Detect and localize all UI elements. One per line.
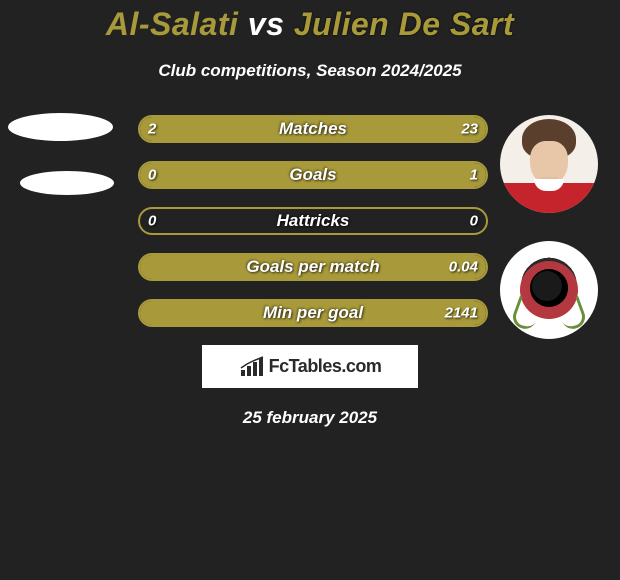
stat-bars: Matches 2 23 Goals 0 1 Hattricks 0 0 Goals per ma…	[138, 115, 488, 327]
left-player-placeholder	[8, 115, 114, 195]
stat-bar: Hattricks 0 0	[138, 207, 488, 235]
bar-value-left: 0	[148, 167, 156, 184]
bar-label: Min per goal	[263, 303, 363, 323]
footer-date: 25 february 2025	[0, 408, 620, 428]
brand-badge: FcTables.com	[202, 345, 418, 388]
bar-value-right: 1	[470, 167, 478, 184]
placeholder-shape-icon	[20, 171, 114, 195]
bar-label: Goals	[289, 165, 336, 185]
player-photo-avatar	[500, 115, 598, 213]
bar-chart-icon	[239, 356, 265, 378]
page-title: Al-Salati vs Julien De Sart	[0, 0, 620, 43]
stat-bar: Goals 0 1	[138, 161, 488, 189]
bar-value-right: 23	[461, 121, 478, 138]
bar-value-right: 0	[470, 213, 478, 230]
club-crest-avatar	[500, 241, 598, 339]
title-player2: Julien De Sart	[294, 6, 514, 42]
stat-bar: Goals per match 0.04	[138, 253, 488, 281]
title-player1: Al-Salati	[106, 6, 239, 42]
bar-label: Goals per match	[246, 257, 379, 277]
stat-bar: Min per goal 2141	[138, 299, 488, 327]
placeholder-shape-icon	[8, 113, 113, 141]
content-area: Matches 2 23 Goals 0 1 Hattricks 0 0 Goals per ma…	[0, 115, 620, 428]
title-vs: vs	[248, 6, 285, 42]
bar-value-left: 0	[148, 213, 156, 230]
brand-text: FcTables.com	[269, 356, 382, 377]
bar-label: Hattricks	[277, 211, 350, 231]
bar-value-left: 2	[148, 121, 156, 138]
bar-value-right: 2141	[445, 305, 478, 322]
bar-value-right: 0.04	[449, 259, 478, 276]
right-avatars	[500, 115, 598, 367]
subtitle: Club competitions, Season 2024/2025	[0, 61, 620, 81]
stat-bar: Matches 2 23	[138, 115, 488, 143]
bar-label: Matches	[279, 119, 347, 139]
